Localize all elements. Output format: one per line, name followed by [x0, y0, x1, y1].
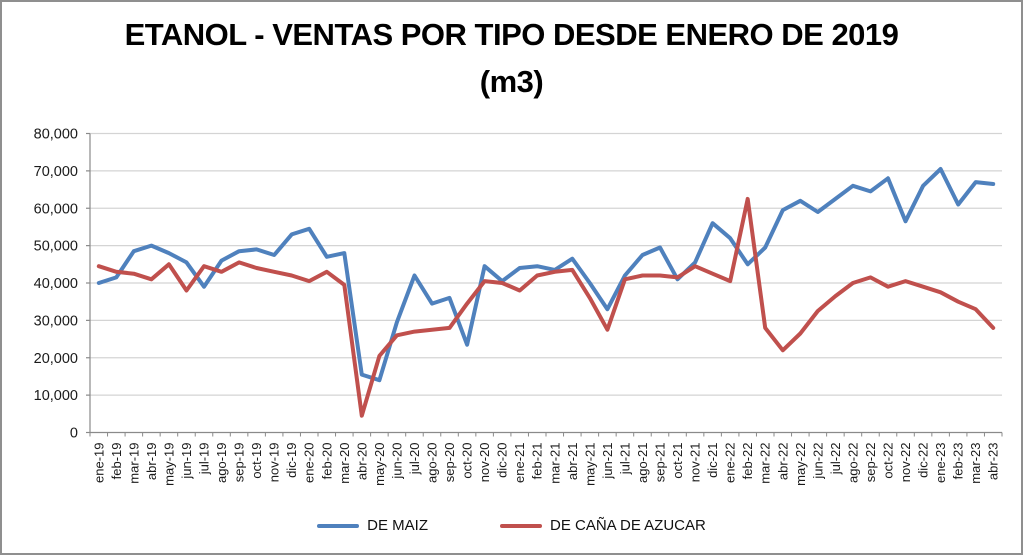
x-axis-label: mar-19	[126, 443, 141, 484]
chart-title-line2: (m3)	[479, 63, 544, 99]
x-axis-label: ago-22	[845, 443, 860, 483]
x-axis-label: sep-22	[863, 443, 878, 483]
x-axis-label: sep-19	[232, 443, 247, 483]
x-axis-label: oct-20	[460, 443, 475, 479]
x-axis-label: ago-21	[635, 443, 650, 483]
x-axis-label: nov-20	[477, 443, 492, 483]
x-axis-label: abr-21	[565, 443, 580, 481]
y-axis-label: 30,000	[34, 313, 78, 329]
x-axis-label: mar-21	[547, 443, 562, 484]
x-axis-label: feb-23	[951, 443, 966, 480]
x-axis-label: abr-22	[775, 443, 790, 481]
x-axis-label: oct-22	[881, 443, 896, 479]
y-axis-label: 20,000	[34, 351, 78, 367]
y-axis-label: 80,000	[34, 127, 78, 143]
x-axis-label: jun-22	[810, 443, 825, 480]
x-axis-label: may-22	[793, 443, 808, 486]
x-axis-label: oct-19	[249, 443, 264, 479]
legend-item-1: DE CAÑA DE AZUCAR	[499, 517, 706, 534]
x-axis-label: abr-19	[144, 443, 159, 481]
x-axis-label: sep-20	[442, 443, 457, 483]
x-axis-label: nov-21	[688, 443, 703, 483]
x-axis-label: jul-21	[617, 443, 632, 476]
x-axis-label: oct-21	[670, 443, 685, 479]
x-axis-label: ene-19	[91, 443, 106, 483]
x-axis-label: may-20	[372, 443, 387, 486]
x-axis-label: feb-21	[530, 443, 545, 480]
x-axis-label: dic-20	[495, 443, 510, 478]
x-axis-label: ene-23	[933, 443, 948, 483]
legend-label: DE CAÑA DE AZUCAR	[549, 517, 706, 534]
x-axis-label: mar-20	[337, 443, 352, 484]
x-axis-label: nov-22	[898, 443, 913, 483]
chart-title-line1: ETANOL - VENTAS POR TIPO DESDE ENERO DE …	[124, 17, 899, 52]
x-axis-label: may-19	[161, 443, 176, 486]
x-axis-label: sep-21	[653, 443, 668, 483]
x-axis-label: ene-20	[302, 443, 317, 483]
legend-label: DE MAIZ	[367, 517, 428, 534]
x-axis-label: jun-20	[389, 443, 404, 480]
chart-legend: DE MAIZ DE CAÑA DE AZUCAR	[2, 517, 1021, 534]
x-axis-label: jul-19	[197, 443, 212, 476]
legend-swatch-icon	[317, 523, 360, 528]
y-axis-label: 0	[70, 426, 78, 442]
x-axis-label: ago-20	[425, 443, 440, 483]
x-axis-label: may-21	[582, 443, 597, 486]
y-axis-label: 60,000	[34, 201, 78, 217]
legend-swatch-icon	[499, 523, 542, 528]
y-axis-label: 50,000	[34, 239, 78, 255]
x-axis-label: feb-20	[319, 443, 334, 480]
x-axis-label: mar-22	[758, 443, 773, 484]
x-axis-label: jun-19	[179, 443, 194, 480]
series-line-de-ca-a-de-azucar	[96, 196, 996, 418]
x-axis-label: abr-20	[354, 443, 369, 481]
x-axis-label: ago-19	[214, 443, 229, 483]
x-axis-label: nov-19	[267, 443, 282, 483]
chart-title: ETANOL - VENTAS POR TIPO DESDE ENERO DE …	[2, 12, 1021, 105]
x-axis-label: feb-19	[109, 443, 124, 480]
x-axis-label: dic-22	[916, 443, 931, 478]
x-axis-label: mar-23	[968, 443, 983, 484]
y-axis-label: 70,000	[34, 164, 78, 180]
x-axis-label: ene-21	[512, 443, 527, 483]
series-line-de-maiz	[96, 167, 996, 383]
x-axis-label: jul-20	[407, 443, 422, 476]
x-axis-label: abr-23	[986, 443, 1001, 481]
y-axis-label: 40,000	[34, 276, 78, 292]
x-axis-label: ene-22	[723, 443, 738, 483]
x-axis-label: dic-19	[284, 443, 299, 478]
x-axis-label: dic-21	[705, 443, 720, 478]
x-axis-label: jun-21	[600, 443, 615, 480]
x-axis-label: jul-22	[828, 443, 843, 476]
legend-item-0: DE MAIZ	[317, 517, 428, 534]
x-axis-label: feb-22	[740, 443, 755, 480]
y-axis-label: 10,000	[34, 388, 78, 404]
